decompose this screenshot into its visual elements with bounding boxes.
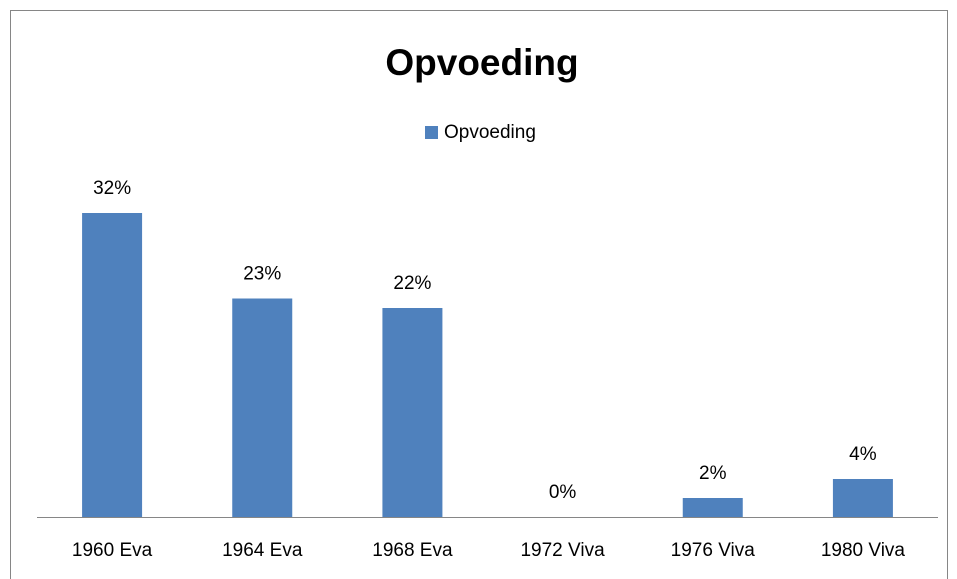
x-tick-label: 1964 Eva [222,540,303,561]
chart-frame [10,10,948,579]
value-label: 22% [393,273,431,294]
x-tick-label: 1972 Viva [520,540,605,561]
bar [832,479,893,517]
x-tick-label: 1976 Viva [671,540,756,561]
bar [232,298,293,517]
value-label: 0% [549,482,577,503]
chart-title: Opvoeding [385,42,578,83]
bar [82,213,143,517]
value-label: 4% [849,444,877,465]
x-tick-label: 1968 Eva [372,540,453,561]
bar [682,498,743,517]
x-tick-label: 1960 Eva [72,540,153,561]
value-label: 2% [699,463,727,484]
legend-label: Opvoeding [444,122,536,143]
x-tick-label: 1980 Viva [821,540,906,561]
bar [382,308,443,517]
value-label: 23% [243,264,281,285]
value-label: 32% [93,178,131,199]
legend-swatch [425,126,438,139]
